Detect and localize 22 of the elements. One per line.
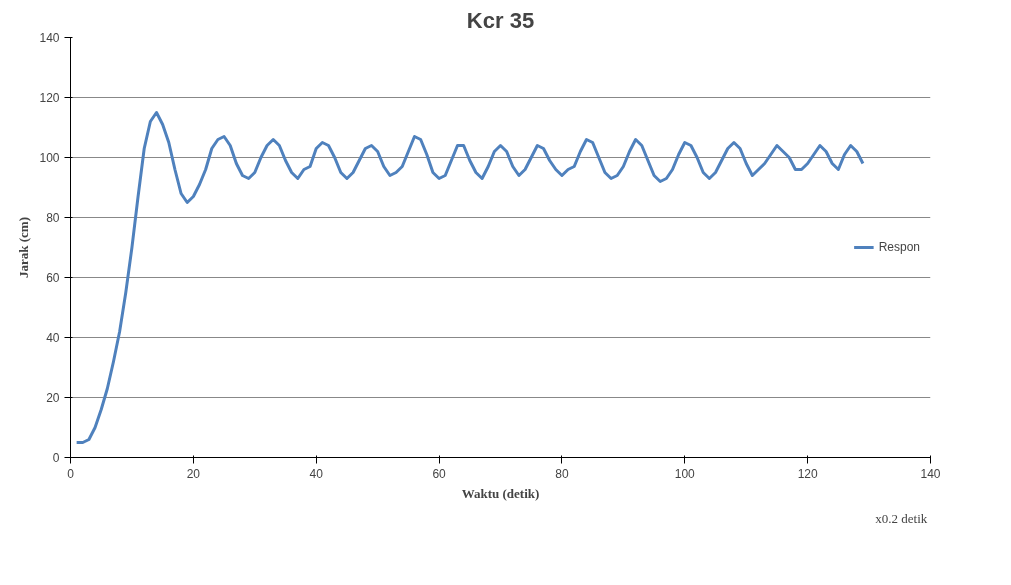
y-tick-label: 0 xyxy=(52,451,60,465)
text: x0.2 detik xyxy=(875,510,928,526)
x-axis-title: Waktu (detik) xyxy=(461,485,540,501)
y-tick-label: 120 xyxy=(39,91,60,105)
y-tick-label: 60 xyxy=(46,271,60,285)
y-axis-title: Jarak (cm) xyxy=(16,216,32,278)
y-tick-label: 140 xyxy=(39,31,60,45)
x-tick-label: 140 xyxy=(920,466,941,481)
y-tick-label: 100 xyxy=(39,151,60,165)
y-tick-label: 20 xyxy=(46,391,60,405)
y-tick-label: 80 xyxy=(46,211,60,225)
chart-title: Kcr 35 xyxy=(466,7,535,33)
x-tick-label: 60 xyxy=(432,466,447,481)
x-tick-label: 80 xyxy=(555,466,569,481)
x-tick-label: 40 xyxy=(309,466,324,481)
x-tick-label: 0 xyxy=(67,466,75,481)
y-tick-label: 40 xyxy=(46,331,60,345)
x-tick-label: 20 xyxy=(186,466,201,481)
x-tick-label: 100 xyxy=(674,466,696,481)
x-tick-label: 120 xyxy=(797,466,818,481)
line-series xyxy=(75,111,865,444)
legend-label: Respon xyxy=(878,240,920,254)
